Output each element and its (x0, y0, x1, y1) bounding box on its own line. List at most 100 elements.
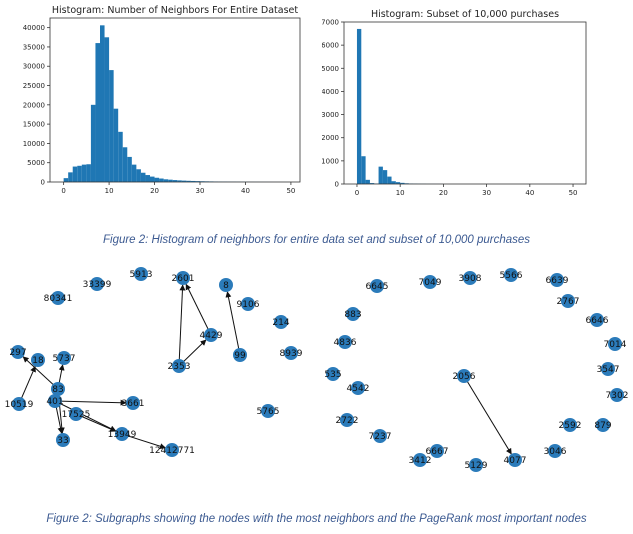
graph-node-label: 6646 (586, 316, 609, 326)
graph-node-label: 6645 (366, 282, 389, 292)
graph-node-label: 8 (223, 281, 229, 291)
hist1-xtick-label: 0 (61, 187, 65, 195)
graph-node-label: 2601 (172, 274, 195, 284)
hist1-xtick-label: 20 (150, 187, 159, 195)
graph-node-2722 (340, 413, 354, 427)
graph-node-6667 (430, 444, 444, 458)
hist1-bar (72, 166, 78, 182)
graph-node-3661 (126, 396, 140, 410)
graph-node-label: 5129 (465, 461, 488, 471)
subgraphs-figure: 80341 33399 5913 2601 8 9106 4429 214 8939 2353 99… (0, 262, 633, 502)
graph-node-4836 (338, 335, 352, 349)
hist1-bar (159, 178, 164, 182)
graph-node-297 (11, 345, 25, 359)
hist2-bar (365, 179, 370, 184)
hist2-xtick-label: 10 (396, 189, 405, 197)
hist1-ytick-label: 30000 (23, 63, 45, 71)
hist1-bar (163, 179, 169, 182)
graph-node-5737 (57, 351, 71, 365)
graph-node-label: 4429 (200, 331, 223, 341)
graph-node-label: 879 (594, 421, 611, 431)
graph-node-7302 (610, 388, 624, 402)
hist1-title: Histogram: Number of Neighbors For Entir… (52, 5, 299, 16)
hist1-bar (86, 164, 91, 182)
hist2-title: Histogram: Subset of 10,000 purchases (371, 9, 559, 20)
graph-node-8939 (284, 346, 298, 360)
hist2-bar (382, 170, 388, 184)
graph-node-label: 4542 (347, 384, 370, 394)
hist1-bar (122, 147, 128, 182)
graph-node-2767 (561, 294, 575, 308)
hist1-bar (145, 175, 150, 182)
hist2-bar (356, 28, 362, 185)
graph-node-2601 (176, 271, 190, 285)
hist2-xtick-label: 20 (439, 189, 448, 197)
graph-node-label: 297 (9, 348, 26, 358)
graph-edge (121, 433, 166, 450)
graph-node-3046 (548, 444, 562, 458)
graph-node-2056 (457, 369, 471, 383)
graph-node-label: 4836 (334, 338, 357, 348)
hist1-xtick-label: 30 (196, 187, 205, 195)
graph-node-label: 80341 (44, 294, 73, 304)
graph-node-99 (233, 348, 247, 362)
hist1-bar (140, 172, 146, 182)
graph-node-8 (219, 278, 233, 292)
graph-node-17525 (69, 407, 83, 421)
graph-node-label: 8939 (280, 349, 303, 359)
graph-node-label: 18 (32, 356, 44, 366)
graph-node-4077 (508, 453, 522, 467)
histogram-entire-dataset: Histogram: Number of Neighbors For Entir… (0, 0, 305, 200)
graph-node-label: 83 (52, 385, 63, 395)
histogram-subset-svg: Histogram: Subset of 10,000 purchases 0 10… (321, 9, 587, 197)
histogram-subset: Histogram: Subset of 10,000 purchases 0 10… (321, 0, 633, 200)
graph-node-label: 401 (46, 397, 63, 407)
hist1-bar (104, 37, 110, 183)
hist2-ytick-label: 4000 (322, 88, 339, 96)
hist2-xtick-label: 0 (355, 189, 359, 197)
hist1-bar (113, 108, 119, 182)
hist1-bar (150, 176, 155, 182)
hist1-bar (186, 180, 191, 182)
hist2-bar (400, 182, 405, 184)
graph-node-label: 2353 (168, 362, 191, 372)
hist1-bar (127, 156, 132, 182)
graph-node-13949 (115, 427, 129, 441)
hist1-ytick-label: 40000 (23, 24, 45, 32)
graph-node-33 (56, 433, 70, 447)
hist1-bar (100, 25, 105, 183)
graph-node-5566 (504, 268, 518, 282)
graph-edge (225, 291, 241, 356)
graph-node-label: 7302 (606, 391, 629, 401)
hist1-xtick-label: 10 (105, 187, 114, 195)
graph-node-label: 33 (57, 436, 68, 446)
hist1-bar (181, 180, 187, 182)
figure-caption-histograms: Figure 2: Histogram of neighbors for ent… (102, 234, 531, 246)
graph-node-7014 (608, 337, 622, 351)
subgraphs-svg: 80341 33399 5913 2601 8 9106 4429 214 8939 2353 99… (5, 267, 629, 472)
hist1-bar (168, 179, 173, 182)
graph-node-6645 (370, 279, 384, 293)
hist2-ytick-label: 5000 (322, 65, 339, 73)
hist1-bar (90, 104, 96, 182)
graph-node-label: 3661 (122, 399, 145, 409)
graph-edge (54, 399, 127, 406)
hist1-bar (177, 180, 182, 182)
hist2-ytick-label: 6000 (322, 42, 339, 50)
graph-node-3908 (463, 271, 477, 285)
graph-node-label: 7014 (604, 340, 627, 350)
graph-node-83 (51, 382, 65, 396)
graph-node-label: 6639 (546, 276, 569, 286)
graph-node-5913 (134, 267, 148, 281)
hist1-frame (49, 17, 301, 183)
hist2-bar (378, 166, 383, 184)
graph-edge (463, 375, 512, 455)
graph-node-label: 2767 (557, 297, 580, 307)
hist1-ytick-label: 5000 (27, 159, 45, 167)
hist1-bar (68, 172, 73, 182)
graph-node-3547 (601, 362, 615, 376)
graph-node-5129 (469, 458, 483, 472)
graph-node-label: 2056 (453, 372, 476, 382)
hist2-ytick-label: 2000 (322, 134, 339, 142)
hist2-ytick-label: 0 (335, 181, 339, 189)
